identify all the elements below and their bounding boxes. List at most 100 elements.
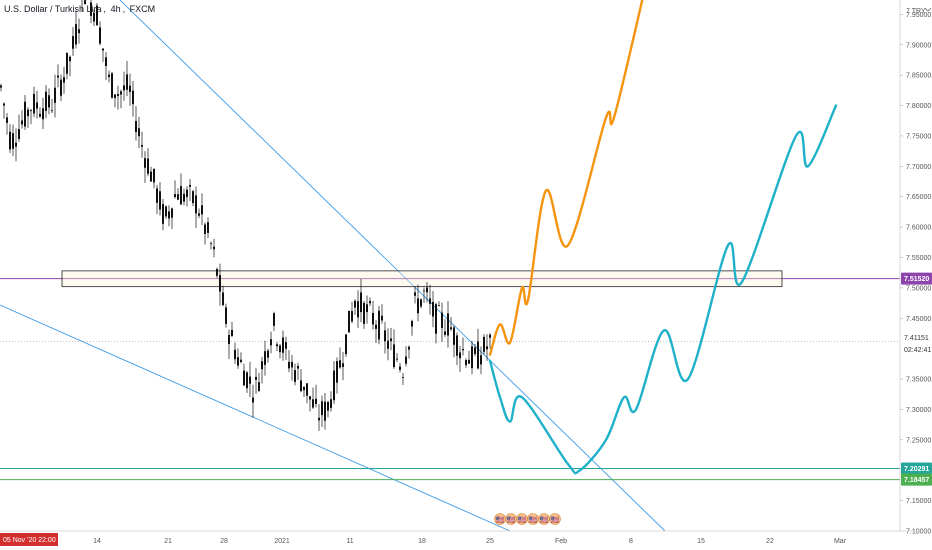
candle-body xyxy=(285,342,287,349)
candle-body xyxy=(162,204,164,224)
candle-body xyxy=(447,313,449,336)
candle-body xyxy=(294,370,296,382)
candle-body xyxy=(354,300,356,308)
plot-area: 🇺🇸 🇺🇸 🇺🇸 🇺🇸 🇺🇸 🇺🇸 xyxy=(0,0,900,531)
price-tick-label: 7.95000 xyxy=(906,12,931,19)
candle-body xyxy=(159,191,161,210)
event-marker-flag: 🇺🇸 xyxy=(507,516,516,524)
candle-body xyxy=(408,346,410,350)
candle-body xyxy=(207,222,209,233)
price-tick-label: 7.60000 xyxy=(906,225,931,232)
candle-body xyxy=(450,327,452,330)
candle-body xyxy=(393,344,395,368)
candle-body xyxy=(210,243,212,245)
candle-body xyxy=(138,128,140,137)
candle-body xyxy=(219,275,221,292)
trendline-lower xyxy=(0,304,511,531)
candle-body xyxy=(309,396,311,400)
time-tick-label: Mar xyxy=(834,538,847,545)
candle-body xyxy=(423,290,425,292)
candle-body xyxy=(111,73,113,98)
time-tick-label: 28 xyxy=(220,538,228,545)
candle-body xyxy=(30,110,32,111)
candle-body xyxy=(411,321,413,327)
candle-body xyxy=(459,352,461,359)
candle-body xyxy=(183,193,185,202)
candle-body xyxy=(426,287,428,293)
candle-body xyxy=(0,85,2,88)
candle-body xyxy=(282,337,284,353)
candle-body xyxy=(6,117,8,123)
candle-body xyxy=(72,36,74,49)
candle-body xyxy=(171,208,173,218)
candle-body xyxy=(351,311,353,322)
candle-body xyxy=(378,310,380,340)
candle-body xyxy=(18,129,20,139)
candle-body xyxy=(63,77,65,83)
candle-body xyxy=(357,301,359,318)
candle-body xyxy=(99,27,101,44)
event-marker-flag: 🇺🇸 xyxy=(518,516,527,524)
candle-body xyxy=(237,357,239,366)
candle-body xyxy=(36,102,38,109)
candle-body xyxy=(258,382,260,391)
time-tick-label: 2021 xyxy=(274,538,290,545)
candle-body xyxy=(15,142,17,147)
countdown-badge-bg xyxy=(901,343,932,356)
price-tick-label: 7.35000 xyxy=(906,377,931,384)
symbol-exchange: FXCM xyxy=(129,4,156,14)
price-tick-label: 7.10000 xyxy=(906,529,931,536)
candle-body xyxy=(48,95,50,108)
candle-body xyxy=(165,206,167,217)
candle-body xyxy=(264,351,266,365)
event-marker-flag: 🇺🇸 xyxy=(496,516,505,524)
trendline-upper xyxy=(119,0,666,531)
candle-body xyxy=(324,401,326,421)
candle-body xyxy=(456,335,458,356)
candle-body xyxy=(315,398,317,404)
candle-body xyxy=(213,246,215,250)
candle-body xyxy=(387,340,389,349)
candle-body xyxy=(225,307,227,324)
candle-body xyxy=(267,350,269,358)
candle-body xyxy=(369,301,371,304)
candle-body xyxy=(240,359,242,362)
candle-body xyxy=(432,302,434,317)
resistance-badge-text: 7.51520 xyxy=(904,276,929,283)
last-price-badge: 7.41151 xyxy=(901,331,932,344)
candle-body xyxy=(120,91,122,95)
candle-body xyxy=(330,399,332,408)
candle-body xyxy=(246,372,248,389)
time-tick-label: 15 xyxy=(697,538,705,545)
candle-body xyxy=(342,363,344,367)
price-tick-label: 7.90000 xyxy=(906,42,931,49)
candle-body xyxy=(195,195,197,214)
projection-orange xyxy=(488,0,644,356)
support-1-badge: 7.20291 xyxy=(901,462,932,475)
candle-body xyxy=(108,74,110,78)
candle-body xyxy=(306,383,308,396)
event-markers: 🇺🇸 🇺🇸 🇺🇸 🇺🇸 🇺🇸 🇺🇸 xyxy=(494,513,561,525)
candle-body xyxy=(270,339,272,346)
resistance-zone xyxy=(61,270,783,288)
candle-body xyxy=(198,213,200,216)
candle-body xyxy=(60,79,62,96)
price-tick-label: 7.15000 xyxy=(906,498,931,505)
price-tick-label: 7.70000 xyxy=(906,164,931,171)
candle-body xyxy=(96,5,98,26)
symbol-interval[interactable]: 4h xyxy=(110,4,121,14)
candle-body xyxy=(273,313,275,326)
candle-body xyxy=(132,90,134,105)
crosshair-time-badge: 05 Nov '20 22:00 xyxy=(0,533,58,546)
candle-body xyxy=(303,386,305,391)
candle-body xyxy=(312,399,314,408)
last-price-badge-bg xyxy=(901,331,932,344)
candle-body xyxy=(105,57,107,67)
candle-body xyxy=(90,2,92,16)
event-marker-icon xyxy=(549,513,561,525)
candle-body xyxy=(192,191,194,204)
candle-body xyxy=(123,85,125,91)
candle-body xyxy=(474,347,476,355)
